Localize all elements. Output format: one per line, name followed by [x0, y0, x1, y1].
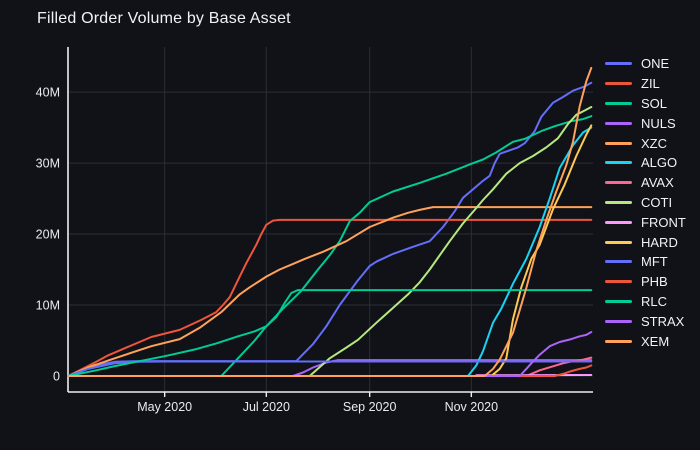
series-line-STRAX [67, 331, 593, 377]
legend-swatch-XZC [605, 141, 632, 145]
legend-swatch-SOL [605, 101, 632, 105]
legend-label-ZIL: ZIL [641, 76, 660, 92]
series-line-SOL [220, 115, 593, 377]
legend-item-PHB[interactable]: PHB [605, 272, 697, 292]
y-tick-label: 0 [53, 370, 60, 384]
legend-item-ONE[interactable]: ONE [605, 54, 697, 74]
legend-item-FRONT[interactable]: FRONT [605, 212, 697, 232]
series-line-RLC [67, 289, 593, 377]
legend-swatch-HARD [605, 240, 632, 244]
series-line-ZIL [67, 218, 593, 377]
legend-item-RLC[interactable]: RLC [605, 292, 697, 312]
legend-label-MFT: MFT [641, 254, 668, 270]
legend-label-SOL: SOL [641, 95, 668, 111]
series-line-HARD [67, 124, 593, 377]
legend-item-AVAX[interactable]: AVAX [605, 173, 697, 193]
legend-swatch-ZIL [605, 82, 632, 86]
legend-label-AVAX: AVAX [641, 175, 674, 191]
legend-swatch-ALGO [605, 161, 632, 165]
legend-swatch-STRAX [605, 319, 632, 323]
series-line-COTI [67, 106, 593, 377]
legend-item-COTI[interactable]: COTI [605, 193, 697, 213]
legend-item-ZIL[interactable]: ZIL [605, 74, 697, 94]
legend-swatch-MFT [605, 260, 632, 264]
series-line-ONE [67, 81, 593, 377]
y-tick-label: 30M [36, 157, 60, 171]
legend-label-HARD: HARD [641, 234, 678, 250]
legend-swatch-COTI [605, 200, 632, 204]
legend-label-NULS: NULS [641, 115, 676, 131]
series-line-XZC [67, 206, 593, 377]
legend-label-COTI: COTI [641, 194, 673, 210]
legend-swatch-FRONT [605, 220, 632, 224]
legend-item-MFT[interactable]: MFT [605, 252, 697, 272]
y-tick-label: 20M [36, 228, 60, 242]
legend-label-ONE: ONE [641, 56, 670, 72]
legend-item-XZC[interactable]: XZC [605, 133, 697, 153]
legend-swatch-AVAX [605, 181, 632, 185]
y-tick-label: 40M [36, 86, 60, 100]
x-tick-label: Sep 2020 [343, 400, 397, 414]
series-line-MFT [67, 360, 593, 377]
legend-label-RLC: RLC [641, 293, 668, 309]
legend-item-XEM[interactable]: XEM [605, 331, 697, 351]
legend-label-ALGO: ALGO [641, 155, 678, 171]
legend-label-FRONT: FRONT [641, 214, 686, 230]
legend-item-NULS[interactable]: NULS [605, 113, 697, 133]
legend-swatch-NULS [605, 121, 632, 125]
chart-title: Filled Order Volume by Base Asset [37, 10, 291, 27]
legend-swatch-RLC [605, 299, 632, 303]
legend-label-PHB: PHB [641, 274, 668, 290]
y-tick-label: 10M [36, 299, 60, 313]
x-tick-label: Nov 2020 [445, 400, 499, 414]
x-tick-label: Jul 2020 [243, 400, 290, 414]
legend-label-STRAX: STRAX [641, 313, 685, 329]
x-tick-label: May 2020 [137, 400, 192, 414]
legend-item-ALGO[interactable]: ALGO [605, 153, 697, 173]
legend-swatch-ONE [605, 62, 632, 66]
legend-label-XZC: XZC [641, 135, 667, 151]
legend-label-XEM: XEM [641, 333, 670, 349]
legend-swatch-XEM [605, 339, 632, 343]
chart-legend: ONE ZIL SOL NULS XZC ALGO AVAX COTI FRONT HARD MFT… [605, 54, 697, 351]
series-line-PHB [67, 364, 593, 377]
legend-item-STRAX[interactable]: STRAX [605, 311, 697, 331]
series-line-XEM [67, 66, 593, 377]
legend-item-SOL[interactable]: SOL [605, 94, 697, 114]
legend-swatch-PHB [605, 280, 632, 284]
legend-item-HARD[interactable]: HARD [605, 232, 697, 252]
